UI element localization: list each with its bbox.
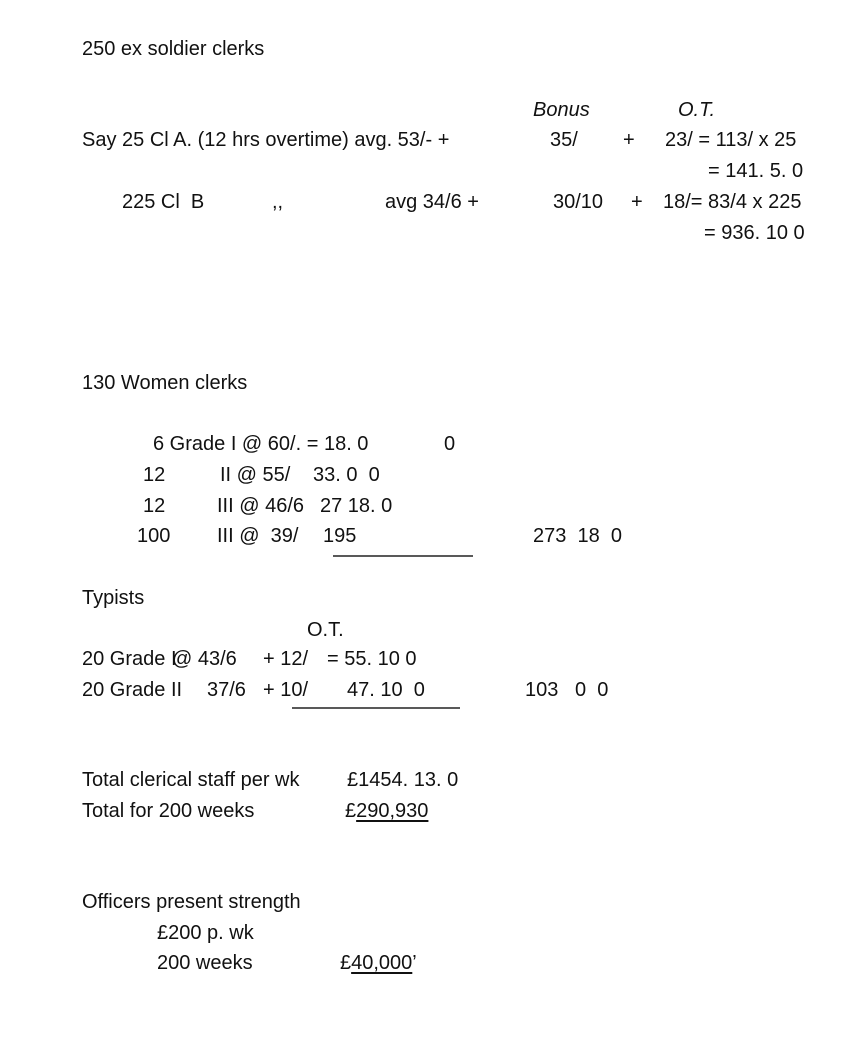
typists-row2-rate: 37/6 [207,679,246,701]
clerk-a-desc: Say 25 Cl A. (12 hrs overtime) avg. 53/-… [82,129,450,151]
total-per-week-label: Total clerical staff per wk [82,769,300,791]
pound-sign: £ [345,800,357,822]
officers-period: 200 weeks [157,952,253,974]
clerk-a-total: = 141. 5. 0 [708,160,804,182]
column-header-bonus: Bonus [533,99,590,121]
officers-total-amount: 40,000 [351,952,413,974]
typists-heading: Typists [82,587,145,609]
women-row3-amount: 27 18. 0 [320,495,393,517]
typists-row2-subtotal: 103 0 0 [525,679,609,701]
typists-row1-amount: = 55. 10 0 [327,648,417,670]
officers-total: £40,000’ [340,951,417,976]
typists-sum-rule [292,707,460,709]
women-row2-amount: 33. 0 0 [313,464,380,486]
women-row3-qty: 12 [143,495,166,517]
clerk-a-bonus: 35/ [550,129,578,151]
pound-sign: £ [340,952,352,974]
women-row4-subtotal: 273 18 0 [533,525,622,547]
women-row1-tail: 0 [444,433,456,455]
typists-row1-label: 20 Grade I [82,648,177,670]
women-clerks-heading: 130 Women clerks [82,372,248,394]
women-row4-amount: 195 [323,525,357,547]
clerk-b-avg: avg 34/6 + [385,191,479,213]
officers-heading: Officers present strength [82,891,301,913]
women-row4-grade: III @ 39/ [217,525,299,547]
typists-row2-amount: 47. 10 0 [347,679,425,701]
clerk-a-plus: + [623,129,635,151]
total-period-value: £290,930 [345,799,428,824]
total-period-label: Total for 200 weeks [82,800,255,822]
typists-col-ot: O.T. [307,619,344,641]
clerk-b-bonus: 30/10 [553,191,604,213]
column-header-ot: O.T. [678,99,716,121]
clerk-b-ot-calc: 18/= 83/4 x 225 [663,191,802,213]
total-period-amount: 290,930 [356,800,429,822]
total-per-week-value: £1454. 13. 0 [347,769,459,791]
women-sum-rule [333,555,473,557]
typists-row2-ot: + 10/ [263,679,309,701]
clerk-b-total: = 936. 10 0 [704,222,805,244]
ex-soldier-heading: 250 ex soldier clerks [82,38,265,60]
women-row2-grade: II @ 55/ [220,464,291,486]
women-row3-grade: III @ 46/6 [217,495,305,517]
typists-row1-rate: @ 43/6 [172,648,237,670]
clerk-a-ot-calc: 23/ = 113/ x 25 [665,129,797,151]
clerk-b-count: 225 Cl B [122,191,205,213]
women-row2-qty: 12 [143,464,166,486]
typists-row2-label: 20 Grade II [82,679,183,701]
typists-row1-ot: + 12/ [263,648,309,670]
women-row4-qty: 100 [137,525,171,547]
clerk-b-plus: + [631,191,643,213]
women-row1-main: 6 Grade I @ 60/. = 18. 0 [153,433,369,455]
clerk-b-ditto: ,, [272,191,284,213]
officers-per-week: £200 p. wk [157,922,254,944]
officers-total-suffix: ’ [412,952,417,974]
